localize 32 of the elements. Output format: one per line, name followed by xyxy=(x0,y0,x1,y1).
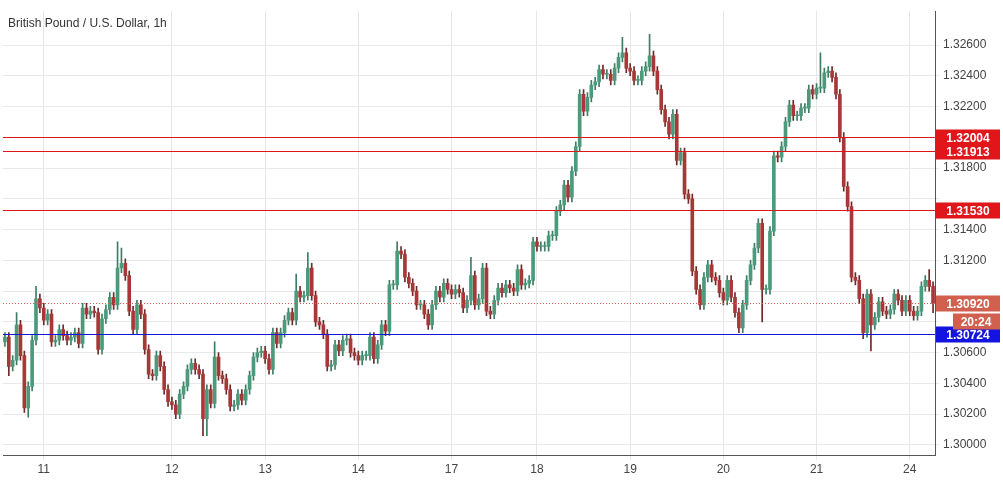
text: 20:24 xyxy=(960,314,992,329)
candlestick xyxy=(523,278,528,290)
candlestick xyxy=(259,346,264,358)
x-tick-label: 21 xyxy=(809,462,824,477)
y-tick-label: 1.32400 xyxy=(943,68,987,83)
y-tick-label: 1.30400 xyxy=(943,375,987,390)
y-tick-label: 1.31800 xyxy=(943,160,987,175)
x-tick-label: 12 xyxy=(165,462,179,477)
candlestick xyxy=(795,110,799,121)
ref-line-label: 1.32004 xyxy=(946,130,991,145)
x-tick-label: 20 xyxy=(716,462,731,477)
x-tick-label: 11 xyxy=(37,462,51,477)
candlestick xyxy=(636,75,640,86)
x-tick-label: 13 xyxy=(258,462,273,477)
y-tick-label: 1.30200 xyxy=(943,406,987,421)
candlestick xyxy=(605,69,609,80)
x-tick-label: 17 xyxy=(444,462,459,477)
y-tick-label: 1.30000 xyxy=(943,437,987,452)
x-tick-label: 18 xyxy=(530,462,544,477)
ref-line-label: 1.31913 xyxy=(946,144,991,159)
y-tick-label: 1.31400 xyxy=(943,221,987,236)
y-tick-label: 1.32200 xyxy=(943,98,987,113)
y-tick-label: 1.30600 xyxy=(943,344,987,359)
ref-line-label: 1.30920 xyxy=(946,296,991,311)
x-tick-label: 24 xyxy=(903,462,917,477)
y-tick-label: 1.32600 xyxy=(943,37,987,52)
x-tick-label: 19 xyxy=(623,462,638,477)
x-tick-label: 14 xyxy=(351,462,366,477)
ref-line-label: 1.30724 xyxy=(946,327,991,342)
ref-line-label: 1.31530 xyxy=(946,203,991,218)
y-tick-label: 1.31200 xyxy=(943,252,987,267)
chart-title: British Pound / U.S. Dollar, 1h xyxy=(8,15,167,30)
